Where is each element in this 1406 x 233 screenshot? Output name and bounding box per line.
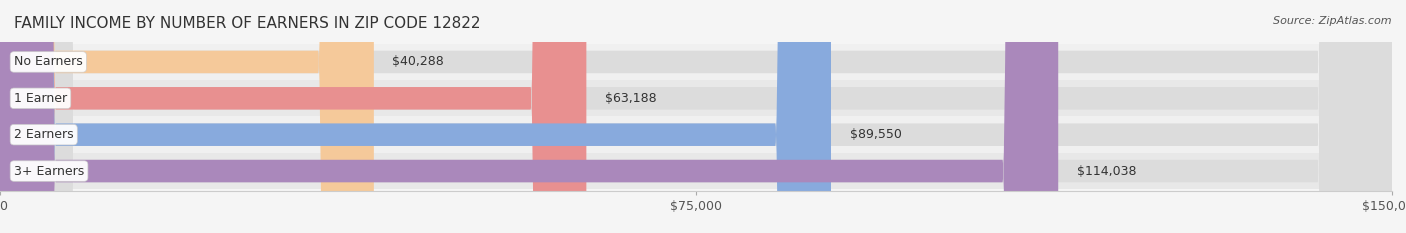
Text: $63,188: $63,188 (605, 92, 657, 105)
Text: $114,038: $114,038 (1077, 164, 1136, 178)
FancyBboxPatch shape (0, 0, 586, 233)
Text: 1 Earner: 1 Earner (14, 92, 67, 105)
Bar (0, 153, 1392, 189)
Text: FAMILY INCOME BY NUMBER OF EARNERS IN ZIP CODE 12822: FAMILY INCOME BY NUMBER OF EARNERS IN ZI… (14, 16, 481, 31)
FancyBboxPatch shape (0, 0, 374, 233)
Text: 2 Earners: 2 Earners (14, 128, 73, 141)
Bar (0, 116, 1392, 153)
Bar (0, 80, 1392, 116)
Text: No Earners: No Earners (14, 55, 83, 69)
Text: 3+ Earners: 3+ Earners (14, 164, 84, 178)
FancyBboxPatch shape (0, 0, 831, 233)
Text: $89,550: $89,550 (849, 128, 901, 141)
Text: Source: ZipAtlas.com: Source: ZipAtlas.com (1274, 16, 1392, 26)
FancyBboxPatch shape (0, 0, 1059, 233)
Text: $40,288: $40,288 (392, 55, 444, 69)
Bar (0, 44, 1392, 80)
